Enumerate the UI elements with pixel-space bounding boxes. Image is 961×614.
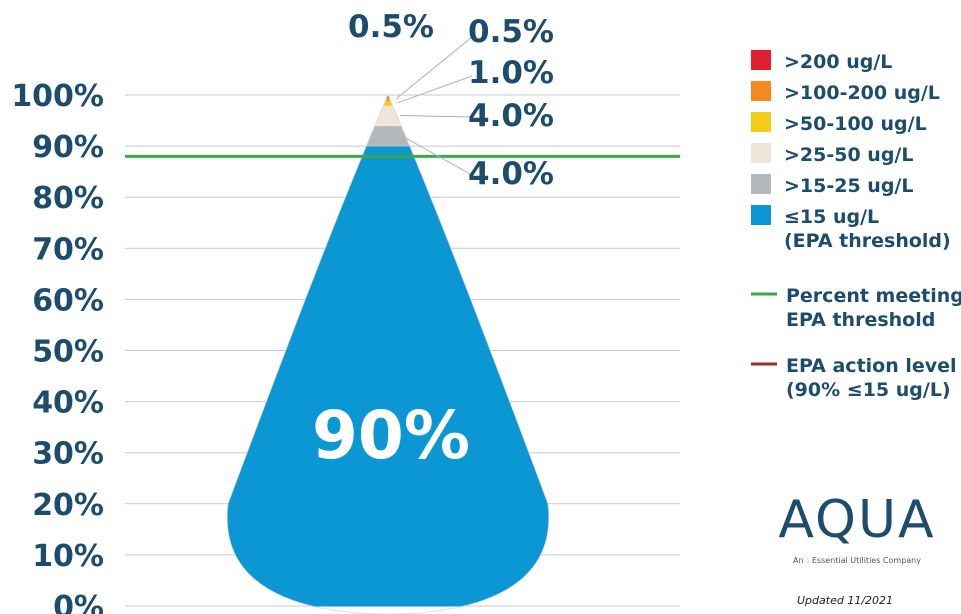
y-tick-label: 70% xyxy=(32,232,104,267)
segment-label: 0.5% xyxy=(348,9,434,45)
legend-label: >25-50 ug/L xyxy=(784,144,913,166)
legend-label: >100-200 ug/L xyxy=(784,82,940,104)
legend-label: EPA action level xyxy=(786,355,957,377)
legend-label-line2: EPA threshold xyxy=(786,309,935,331)
leader-line xyxy=(401,135,473,176)
segment-label: 0.5% xyxy=(468,14,554,50)
drop-segment xyxy=(227,97,549,101)
leader-lines xyxy=(395,36,473,176)
aqua-logo: AQUA An 💧︎ Essential Utilities Company xyxy=(762,490,952,566)
y-tick-label: 10% xyxy=(32,539,104,574)
legend-label: ≤15 ug/L xyxy=(784,206,879,228)
legend-swatch xyxy=(751,174,771,194)
legend-label: Percent meeting xyxy=(786,285,961,307)
tagline-suffix: Utilities Company xyxy=(850,556,921,565)
tagline-prefix: An xyxy=(793,556,804,565)
drop-segment xyxy=(227,104,549,127)
y-tick-label: 90% xyxy=(32,130,104,165)
y-tick-label: 60% xyxy=(32,283,104,318)
drop-outline xyxy=(226,94,550,614)
legend-swatch xyxy=(751,205,771,225)
y-tick-label: 30% xyxy=(32,437,104,472)
legend-swatch xyxy=(751,112,771,132)
legend-swatch xyxy=(751,81,771,101)
drop-segment xyxy=(227,125,549,147)
segment-label: 1.0% xyxy=(468,55,554,91)
updated-date: Updated 11/2021 xyxy=(797,594,894,607)
y-tick-label: 40% xyxy=(32,386,104,421)
logo-tagline: An 💧︎ Essential Utilities Company xyxy=(762,556,952,566)
y-tick-label: 0% xyxy=(53,590,104,614)
center-label: 90% xyxy=(312,397,470,474)
legend-swatch xyxy=(751,50,771,70)
drop-segment xyxy=(227,95,549,99)
y-tick-label: 80% xyxy=(32,181,104,216)
drop-segment xyxy=(227,99,549,106)
logo-wordmark: AQUA xyxy=(778,490,936,550)
legend-swatch xyxy=(751,143,771,163)
segment-labels: 4.0% 4.0% 1.0% 0.5% 0.5% xyxy=(348,9,554,192)
water-drop-icon: 💧︎ xyxy=(806,556,810,565)
y-tick-label: 20% xyxy=(32,488,104,523)
legend-label: >200 ug/L xyxy=(784,51,892,73)
legend: >200 ug/L >100-200 ug/L >50-100 ug/L >25-50… xyxy=(751,50,961,401)
drop-segment xyxy=(227,145,549,607)
y-tick-label: 100% xyxy=(11,79,104,114)
segment-label: 4.0% xyxy=(468,98,554,134)
tagline-mark: Essential xyxy=(811,556,848,565)
y-tick-label: 50% xyxy=(32,335,104,370)
segment-label: 4.0% xyxy=(468,156,554,192)
y-axis-ticks: 0% 10% 20% 30% 40% 50% 60% 70% 80% 90% 100% xyxy=(11,79,104,614)
leader-line xyxy=(397,75,473,104)
legend-label: >50-100 ug/L xyxy=(784,113,927,135)
legend-label: >15-25 ug/L xyxy=(784,175,913,197)
leader-line xyxy=(399,114,473,118)
legend-label-line2: (EPA threshold) xyxy=(784,230,951,252)
leader-line xyxy=(395,36,473,100)
legend-label-line2: (90% ≤15 ug/L) xyxy=(786,379,951,401)
drop-shape xyxy=(226,94,550,614)
